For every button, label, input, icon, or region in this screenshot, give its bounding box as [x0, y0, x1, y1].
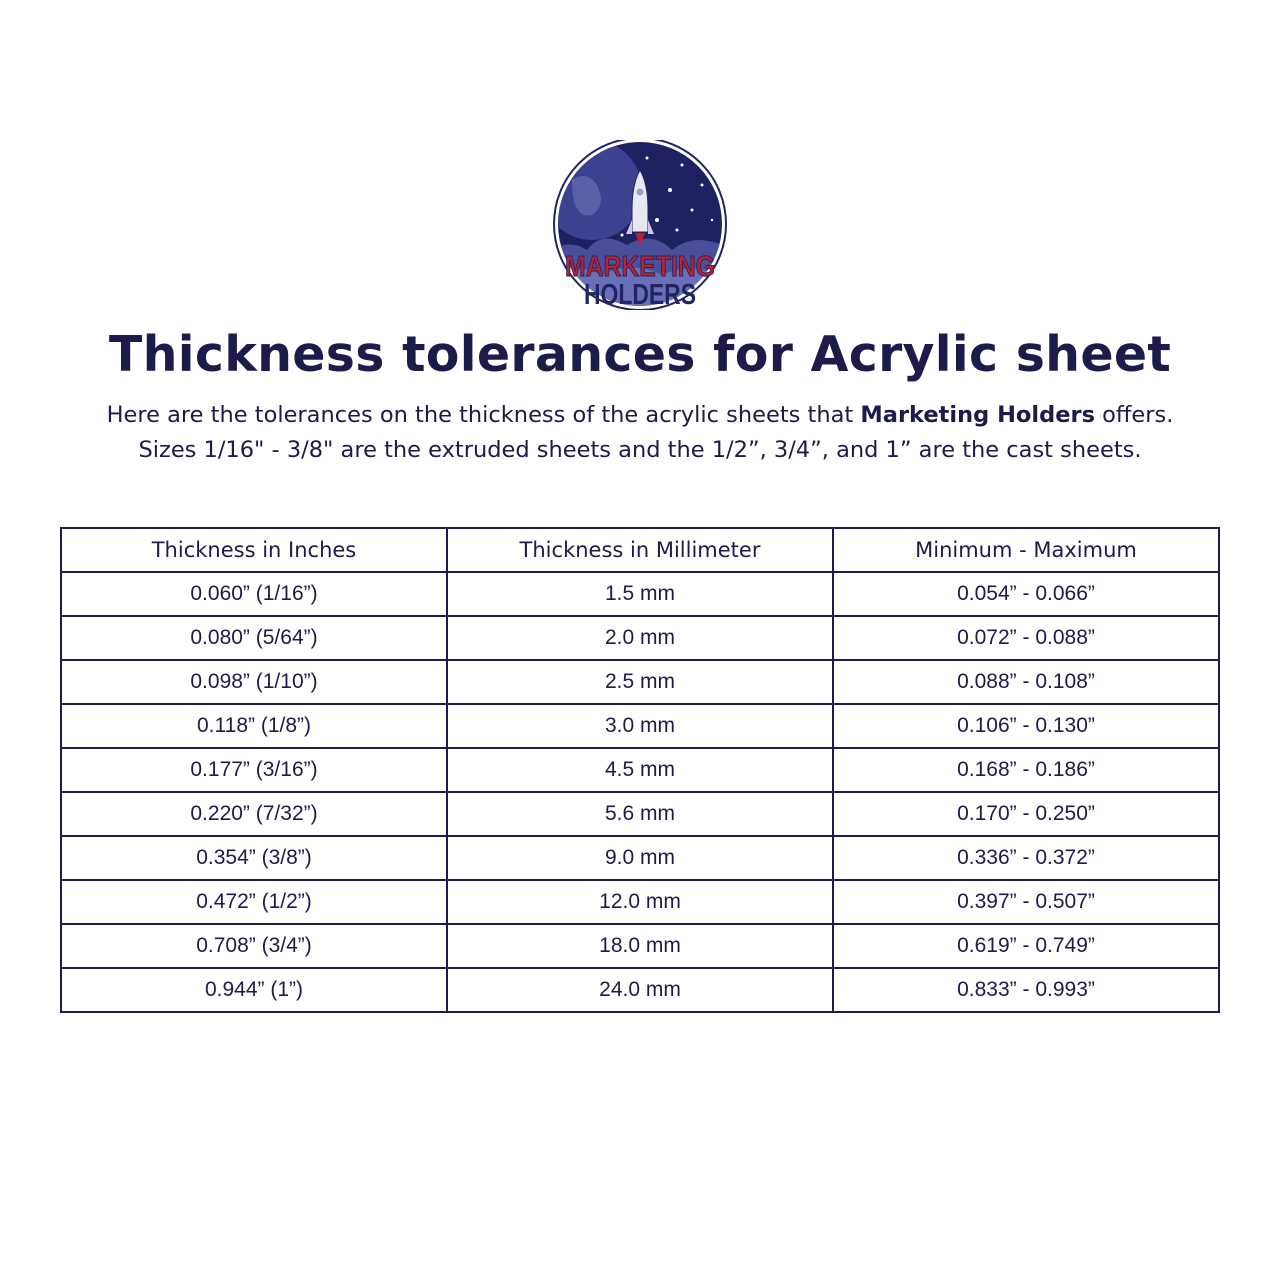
cell-millimeter: 18.0 mm: [446, 923, 834, 969]
cell-millimeter: 3.0 mm: [446, 703, 834, 749]
cell-millimeter: 24.0 mm: [446, 967, 834, 1013]
cell-millimeter: 9.0 mm: [446, 835, 834, 881]
cell-inches: 0.177” (3/16”): [60, 747, 448, 793]
cell-inches: 0.118” (1/8”): [60, 703, 448, 749]
cell-min-max: 0.106” - 0.130”: [832, 703, 1220, 749]
header-millimeter: Thickness in Millimeter: [446, 527, 834, 573]
intro-line-2: Sizes 1/16" - 3/8" are the extruded shee…: [138, 437, 1142, 463]
table-header-row: Thickness in Inches Thickness in Millime…: [60, 527, 1220, 573]
brand-name: Marketing Holders: [860, 402, 1095, 428]
cell-min-max: 0.054” - 0.066”: [832, 571, 1220, 617]
intro-text-start: Here are the tolerances on the thickness…: [106, 402, 861, 428]
cell-inches: 0.060” (1/16”): [60, 571, 448, 617]
cell-min-max: 0.072” - 0.088”: [832, 615, 1220, 661]
cell-inches: 0.708” (3/4”): [60, 923, 448, 969]
marketing-holders-logo: MARKETING HOLDERS: [552, 137, 728, 311]
cell-min-max: 0.088” - 0.108”: [832, 659, 1220, 705]
table-row: 0.708” (3/4”) 18.0 mm 0.619” - 0.749”: [60, 923, 1220, 969]
cell-inches: 0.080” (5/64”): [60, 615, 448, 661]
cell-millimeter: 12.0 mm: [446, 879, 834, 925]
cell-min-max: 0.336” - 0.372”: [832, 835, 1220, 881]
table-row: 0.944” (1”) 24.0 mm 0.833” - 0.993”: [60, 967, 1220, 1013]
intro-text: Here are the tolerances on the thickness…: [0, 398, 1280, 468]
intro-line-1: Here are the tolerances on the thickness…: [0, 398, 1280, 433]
cell-min-max: 0.170” - 0.250”: [832, 791, 1220, 837]
cell-inches: 0.098” (1/10”): [60, 659, 448, 705]
cell-millimeter: 4.5 mm: [446, 747, 834, 793]
header-min-max: Minimum - Maximum: [832, 527, 1220, 573]
table-row: 0.080” (5/64”) 2.0 mm 0.072” - 0.088”: [60, 615, 1220, 661]
cell-inches: 0.472” (1/2”): [60, 879, 448, 925]
page-title: Thickness tolerances for Acrylic sheet: [108, 326, 1172, 383]
cell-min-max: 0.397” - 0.507”: [832, 879, 1220, 925]
table-row: 0.177” (3/16”) 4.5 mm 0.168” - 0.186”: [60, 747, 1220, 793]
logo-line2: HOLDERS: [584, 279, 696, 310]
table-row: 0.098” (1/10”) 2.5 mm 0.088” - 0.108”: [60, 659, 1220, 705]
table-row: 0.118” (1/8”) 3.0 mm 0.106” - 0.130”: [60, 703, 1220, 749]
logo-line1: MARKETING: [565, 251, 715, 283]
table-row: 0.060” (1/16”) 1.5 mm 0.054” - 0.066”: [60, 571, 1220, 617]
cell-inches: 0.354” (3/8”): [60, 835, 448, 881]
header-inches: Thickness in Inches: [60, 527, 448, 573]
cell-millimeter: 1.5 mm: [446, 571, 834, 617]
cell-millimeter: 2.0 mm: [446, 615, 834, 661]
table-row: 0.354” (3/8”) 9.0 mm 0.336” - 0.372”: [60, 835, 1220, 881]
cell-millimeter: 5.6 mm: [446, 791, 834, 837]
cell-inches: 0.220” (7/32”): [60, 791, 448, 837]
table-row: 0.472” (1/2”) 12.0 mm 0.397” - 0.507”: [60, 879, 1220, 925]
cell-min-max: 0.833” - 0.993”: [832, 967, 1220, 1013]
cell-inches: 0.944” (1”): [60, 967, 448, 1013]
cell-millimeter: 2.5 mm: [446, 659, 834, 705]
intro-text-end: offers.: [1094, 402, 1174, 428]
cell-min-max: 0.619” - 0.749”: [832, 923, 1220, 969]
cell-min-max: 0.168” - 0.186”: [832, 747, 1220, 793]
table-row: 0.220” (7/32”) 5.6 mm 0.170” - 0.250”: [60, 791, 1220, 837]
tolerance-table: Thickness in Inches Thickness in Millime…: [60, 527, 1220, 1013]
